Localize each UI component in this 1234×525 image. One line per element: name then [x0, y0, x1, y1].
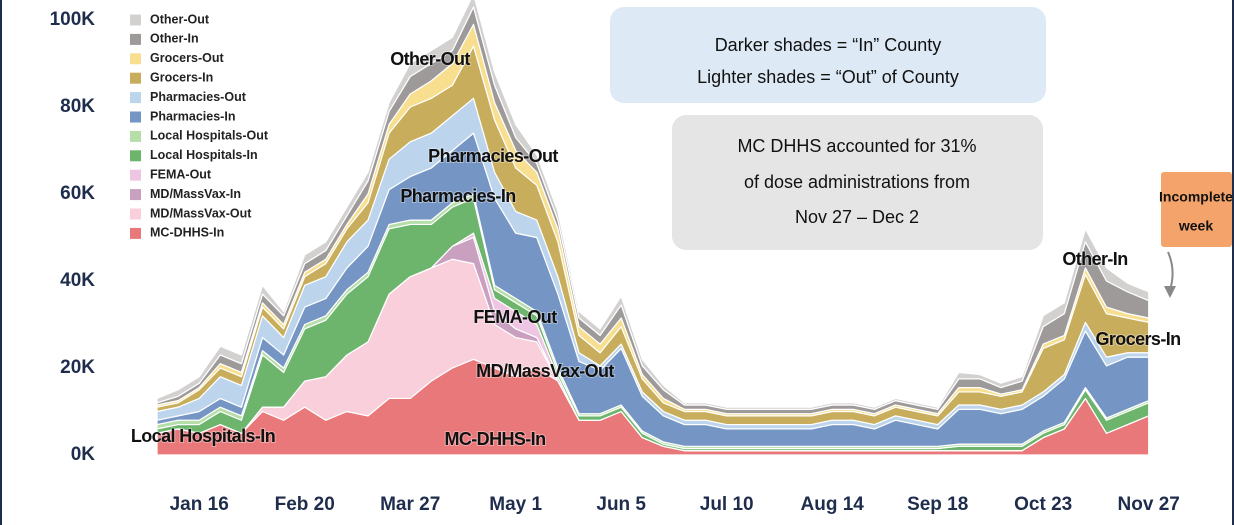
legend-label: Local Hospitals-In	[150, 148, 258, 162]
x-tick-label: Aug 14	[801, 494, 865, 515]
areas	[156, 0, 1150, 456]
x-tick-label: Feb 20	[275, 494, 335, 515]
note-text: Darker shades = “In” County	[715, 35, 942, 55]
annotation: MC-DHHS-In	[445, 429, 546, 449]
legend-label: Local Hospitals-Out	[150, 129, 269, 143]
annotation: FEMA-Out	[473, 307, 557, 327]
legend-label: Other-In	[150, 32, 199, 46]
y-tick-label: 100K	[50, 9, 96, 30]
legend-label: Pharmacies-In	[150, 109, 235, 123]
area	[156, 0, 1150, 410]
legend-swatch	[130, 72, 141, 84]
legend-swatch	[130, 33, 141, 45]
note-text: of dose administrations from	[744, 172, 970, 192]
note-text: week	[1178, 218, 1213, 234]
x-tick-label: Mar 27	[380, 494, 440, 515]
legend-label: Pharmacies-Out	[150, 90, 247, 104]
legend-swatch	[130, 130, 141, 142]
note-text: MC DHHS accounted for 31%	[737, 136, 976, 156]
x-tick-label: Sep 18	[907, 494, 968, 515]
legend-swatch	[130, 111, 141, 123]
annotation: Pharmacies-Out	[428, 146, 558, 166]
y-tick-label: 80K	[60, 96, 95, 117]
legend-swatch	[130, 53, 141, 65]
annotation: Other-In	[1062, 249, 1127, 269]
note-text: Nov 27 – Dec 2	[795, 207, 919, 227]
note-box	[1161, 172, 1232, 247]
legend-label: FEMA-Out	[150, 167, 212, 181]
x-tick-label: Jun 5	[596, 494, 646, 515]
legend-label: Other-Out	[150, 12, 210, 26]
annotation: Other-Out	[390, 49, 470, 69]
legend-label: Grocers-Out	[150, 51, 224, 65]
legend-swatch	[130, 169, 141, 181]
x-tick-label: Jul 10	[700, 494, 754, 515]
annotation: Pharmacies-In	[400, 186, 515, 206]
note-box	[610, 7, 1046, 103]
legend-swatch	[130, 92, 141, 104]
arrow-head	[1164, 286, 1176, 298]
x-tick-label: Oct 23	[1014, 494, 1072, 515]
note-text: Incomplete	[1159, 189, 1233, 205]
legend-swatch	[130, 189, 141, 201]
y-tick-label: 20K	[60, 357, 95, 378]
legend-swatch	[130, 227, 141, 239]
legend-label: Grocers-In	[150, 70, 213, 84]
overlay: Other-Out Other-In Grocers-Out Grocers-In Ph…	[130, 7, 1233, 450]
annotation: Grocers-In	[1095, 329, 1180, 349]
y-tick-label: 60K	[60, 183, 95, 204]
legend-swatch	[130, 150, 141, 162]
legend-label: MC-DHHS-In	[150, 226, 224, 240]
legend-label: MD/MassVax-In	[150, 187, 241, 201]
y-tick-label: 0K	[71, 444, 96, 465]
y-tick-label: 40K	[60, 270, 95, 291]
legend-swatch	[130, 208, 141, 220]
x-tick-label: May 1	[489, 494, 542, 515]
legend-label: MD/MassVax-Out	[150, 206, 252, 220]
annotation: MD/MassVax-Out	[476, 361, 614, 381]
annotation: Local Hospitals-In	[131, 426, 275, 446]
x-tick-label: Jan 16	[170, 494, 229, 515]
note-box	[672, 115, 1043, 250]
legend-swatch	[130, 14, 141, 26]
x-tick-label: Nov 27	[1118, 494, 1180, 515]
note-text: Lighter shades = “Out” of County	[697, 67, 959, 87]
